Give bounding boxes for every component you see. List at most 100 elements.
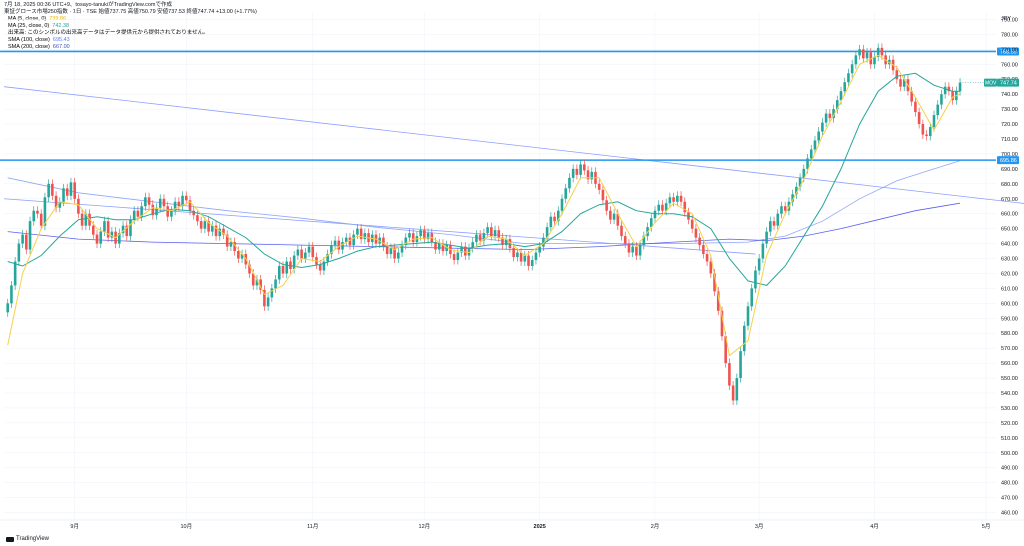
candle-body (690, 219, 694, 229)
ma5-line (7, 54, 961, 357)
y-tick-label: 550.00 (1001, 376, 1018, 382)
candle-body (441, 243, 445, 252)
candle-body (943, 86, 947, 95)
candle-body (452, 254, 456, 261)
candle-body (58, 201, 62, 208)
y-tick-label: 700.00 (1001, 152, 1018, 158)
candle-body (132, 210, 136, 220)
y-tick-label: 470.00 (1001, 496, 1018, 502)
y-tick-label: 660.00 (1001, 212, 1018, 218)
symbol-line: 東証グロース市場250指数 · 1日 · TSE 始値737.75 高値750.… (4, 9, 257, 15)
candle-body (568, 177, 571, 189)
candle-body (668, 197, 672, 204)
candle-body (501, 237, 504, 246)
candle-body (437, 243, 441, 250)
candle-body (902, 79, 906, 87)
candle-body (795, 186, 798, 195)
candle-body (475, 234, 478, 243)
y-tick-label: 570.00 (1001, 346, 1018, 352)
legend-sma200[interactable]: SMA (200, close) 667.00 (8, 44, 70, 51)
candle-body (352, 234, 355, 246)
y-tick-label: 630.00 (1001, 257, 1018, 263)
candle-body (612, 213, 616, 220)
candle-body (508, 239, 512, 249)
candle-body (817, 131, 820, 141)
hline-price-label: 768.59 (1000, 49, 1017, 55)
horizontal-lines[interactable]: 768.59 695.86 (0, 47, 1019, 165)
candle-body (423, 230, 426, 240)
time-axis[interactable]: 9月10月11月12月20252月3月4月5月6月7月 (0, 519, 1024, 530)
candle-body (761, 243, 765, 259)
candle-body (720, 310, 724, 337)
candle-body (679, 195, 683, 202)
candle-body (445, 245, 448, 252)
candle-body (750, 288, 754, 307)
candle-body (158, 198, 162, 208)
candle-body (51, 183, 54, 196)
candle-body (184, 195, 188, 201)
candle-body (713, 273, 716, 292)
legend-ma5-value: 739.86 (49, 16, 67, 22)
legend-volume[interactable]: 出来高: このシンボルの出来高データはデータ提供元から提供されておりません。 (8, 30, 209, 37)
y-tick-label: 710.00 (1001, 137, 1018, 143)
candle-body (385, 246, 389, 255)
candle-body (724, 336, 727, 364)
candle-body (311, 246, 315, 258)
legend-sma200-value: 667.00 (52, 44, 70, 50)
x-tick-label: 4月 (870, 523, 879, 530)
candle-body (285, 261, 289, 274)
candle-body (534, 252, 538, 261)
candle-body (780, 206, 783, 214)
candle-body (958, 82, 962, 92)
candle-body (910, 91, 913, 102)
candle-body (564, 188, 568, 199)
candle-body (155, 207, 158, 216)
candle-body (404, 237, 408, 246)
candle-body (341, 242, 344, 250)
candle-body (657, 204, 661, 211)
candle-body (716, 291, 720, 311)
last-price-tag-text: MOV (985, 81, 997, 87)
candle-body (181, 195, 184, 207)
candle-body (754, 270, 757, 289)
candle-body (653, 210, 657, 219)
candle-body (400, 245, 404, 253)
candle-body (322, 261, 326, 271)
price-axis[interactable]: 460.00 470.00 480.00 490.00 500.00 510.00 520.… (960, 16, 1019, 517)
candle-body (486, 227, 489, 234)
candle-body (843, 82, 847, 92)
candle-body (583, 164, 586, 171)
candle-body (876, 47, 880, 57)
candle-body (17, 243, 21, 262)
candle-body (899, 79, 902, 87)
candle-body (326, 254, 329, 262)
candle-body (73, 182, 76, 199)
y-tick-label: 590.00 (1001, 316, 1018, 322)
candle-body (233, 242, 236, 252)
candle-body (460, 246, 463, 253)
legend-ma5[interactable]: MA (5, close, 0) 739.86 (8, 16, 66, 23)
candle-body (274, 279, 277, 289)
candle-body (757, 258, 761, 271)
y-tick-label: 650.00 (1001, 227, 1018, 233)
candle-body (240, 254, 244, 259)
candle-body (393, 248, 396, 259)
candle-body (731, 385, 735, 401)
candle-body (832, 109, 835, 119)
candle-body (419, 230, 422, 237)
legend-sma100[interactable]: SMA (100, close) 695.43 (8, 37, 70, 44)
candle-body (504, 239, 508, 246)
candle-body (847, 73, 850, 83)
candle-body (281, 266, 285, 274)
ma-lines (7, 54, 961, 357)
candle-body (560, 198, 564, 211)
tradingview-logo-icon (6, 536, 14, 542)
y-tick-label: 580.00 (1001, 331, 1018, 337)
candle-body (516, 252, 519, 258)
candle-body (769, 221, 772, 232)
sma200-line (7, 202, 961, 251)
hline-price-label: 695.86 (1000, 158, 1017, 164)
candle-body (207, 221, 210, 232)
legend-ma25[interactable]: MA (25, close, 0) 742.38 (8, 23, 69, 30)
